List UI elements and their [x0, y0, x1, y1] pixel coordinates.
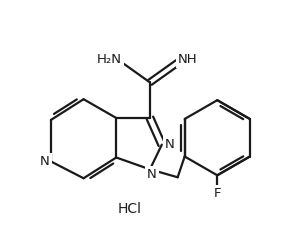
Text: N: N: [147, 168, 157, 181]
Text: F: F: [213, 187, 221, 200]
Text: N: N: [165, 138, 175, 151]
Text: H₂N: H₂N: [97, 53, 122, 66]
Text: N: N: [40, 155, 50, 168]
Text: HCl: HCl: [118, 202, 142, 216]
Text: NH: NH: [178, 53, 197, 66]
